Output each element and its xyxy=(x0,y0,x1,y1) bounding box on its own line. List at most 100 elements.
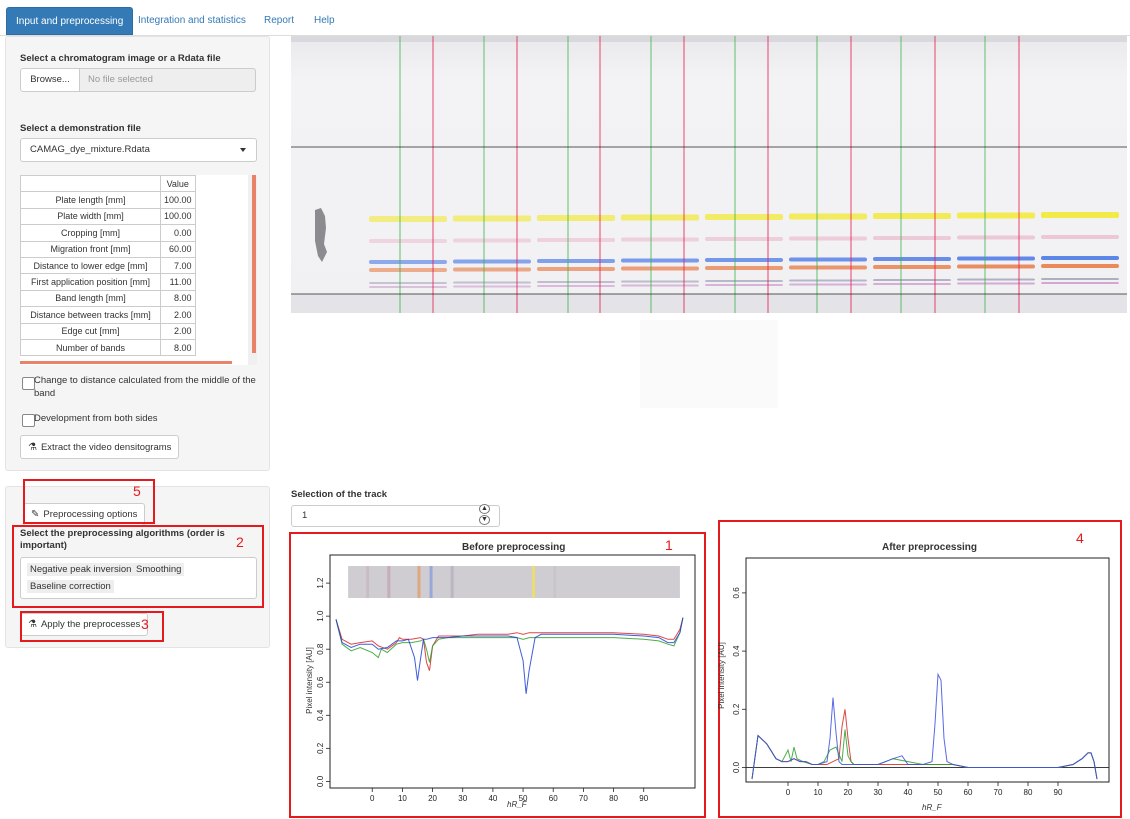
annotation-box-4 xyxy=(718,520,1122,818)
x-tick-label: 20 xyxy=(428,794,437,803)
x-tick-label: 40 xyxy=(488,794,497,803)
file-label: Select a chromatogram image or a Rdata f… xyxy=(20,53,221,64)
before-ylabel: Pixel intensity [AU] xyxy=(304,647,314,714)
table-row[interactable]: Edge cut [mm] 2.00 xyxy=(20,322,196,340)
x-tick-label: 70 xyxy=(579,794,588,803)
table-horizontal-scrollbar[interactable] xyxy=(20,361,232,364)
track-decrement-button[interactable]: ▼ xyxy=(479,515,490,525)
annotation-number-2: 2 xyxy=(236,534,244,550)
table-corner xyxy=(20,175,161,193)
param-name: Cropping [mm] xyxy=(20,224,161,242)
y-tick-label: 0.2 xyxy=(316,742,325,754)
table-row[interactable]: Distance between tracks [mm] 2.00 xyxy=(20,306,196,324)
param-value[interactable]: 2.00 xyxy=(160,306,196,324)
param-value[interactable]: 60.00 xyxy=(160,240,196,258)
x-tick-label: 60 xyxy=(549,794,558,803)
file-name-field[interactable]: No file selected xyxy=(79,68,256,92)
apply-preprocesses-button[interactable]: ⚗ Apply the preprocesses xyxy=(20,613,149,636)
before-preprocessing-chart: 0 10 20 30 40 50 60 70 80 90 0.0 0.2 0.4 0.6 0.8 1.0 1.2 xyxy=(316,554,696,803)
x-tick-label: 50 xyxy=(934,788,943,797)
annotation-number-4: 4 xyxy=(1076,530,1084,546)
track-strip xyxy=(348,566,680,598)
algorithm-chip[interactable]: Smoothing xyxy=(133,563,185,576)
track-number-input[interactable]: 1 xyxy=(291,505,500,527)
strip-band xyxy=(387,566,391,598)
param-name: First application position [mm] xyxy=(20,273,161,291)
browse-button[interactable]: Browse... xyxy=(20,68,80,92)
algorithm-chip[interactable]: Baseline correction xyxy=(27,580,114,593)
after-xlabel: hR_F xyxy=(922,803,942,812)
annotation-number-1: 1 xyxy=(665,537,673,553)
apply-button-label: Apply the preprocesses xyxy=(40,619,141,630)
y-tick-label: 0.4 xyxy=(316,709,325,721)
table-header-value: Value xyxy=(160,175,196,193)
param-value[interactable]: 100.00 xyxy=(160,191,196,209)
annotation-box-1 xyxy=(289,532,706,818)
param-value[interactable]: 8.00 xyxy=(160,289,196,308)
demo-file-select[interactable]: CAMAG_dye_mixture.Rdata xyxy=(20,138,257,162)
table-row[interactable]: First application position [mm] 11.00 xyxy=(20,273,196,291)
y-tick-label: 0.6 xyxy=(732,587,741,599)
input-panel: Select a chromatogram image or a Rdata f… xyxy=(5,36,270,471)
extract-densitograms-button[interactable]: ⚗ Extract the video densitograms xyxy=(20,435,180,459)
x-tick-label: 80 xyxy=(1024,788,1033,797)
parameter-table[interactable]: Value Plate length [mm] 100.00 Plate width… xyxy=(20,175,257,365)
x-tick-label: 10 xyxy=(398,794,407,803)
param-value[interactable]: 11.00 xyxy=(160,273,196,291)
y-tick-label: 0.0 xyxy=(316,775,325,787)
table-row[interactable]: Cropping [mm] 0.00 xyxy=(20,224,196,242)
x-tick-label: 30 xyxy=(458,794,467,803)
caret-down-icon xyxy=(240,148,246,152)
series-line xyxy=(335,617,684,663)
series-line xyxy=(335,617,684,671)
flask-icon: ⚗ xyxy=(28,619,37,630)
y-tick-label: 1.2 xyxy=(316,577,325,589)
algorithm-selector[interactable]: Negative peak inversion Smoothing Baseli… xyxy=(20,557,257,599)
param-name: Distance between tracks [mm] xyxy=(20,306,161,324)
y-tick-label: 0.4 xyxy=(732,645,741,657)
strip-band xyxy=(532,566,536,598)
param-value[interactable]: 100.00 xyxy=(160,207,196,226)
param-value[interactable]: 7.00 xyxy=(160,256,196,275)
annotation-box-3 xyxy=(20,611,164,642)
x-tick-label: 50 xyxy=(519,794,528,803)
x-tick-label: 90 xyxy=(639,794,648,803)
x-tick-label: 0 xyxy=(786,788,791,797)
strip-band xyxy=(553,566,557,598)
ghost-overlay xyxy=(640,320,778,408)
param-name: Plate length [mm] xyxy=(20,191,161,209)
table-row[interactable]: Distance to lower edge [mm] 7.00 xyxy=(20,256,196,275)
table-row[interactable]: Number of bands 8.00 xyxy=(20,338,196,357)
table-vertical-scrollbar[interactable] xyxy=(252,175,256,353)
param-value[interactable]: 8.00 xyxy=(160,338,196,357)
tab-report[interactable]: Report xyxy=(264,15,295,26)
strip-band xyxy=(450,566,454,598)
param-name: Migration front [mm] xyxy=(20,240,161,258)
track-increment-button[interactable]: ▲ xyxy=(479,504,490,514)
tab-input-preprocessing[interactable]: Input and preprocessing xyxy=(6,7,134,35)
annotation-number-5: 5 xyxy=(133,483,141,499)
param-value[interactable]: 0.00 xyxy=(160,224,196,242)
series-line xyxy=(751,672,1098,780)
tab-integration-statistics[interactable]: Integration and statistics xyxy=(138,15,246,26)
preprocess-panel: ✎ Preprocessing options Select the prepr… xyxy=(5,486,270,648)
table-row[interactable]: Plate length [mm] 100.00 xyxy=(20,191,196,209)
y-tick-label: 1.0 xyxy=(316,610,325,622)
param-name: Edge cut [mm] xyxy=(20,322,161,340)
tab-help[interactable]: Help xyxy=(314,15,335,26)
y-tick-label: 0.0 xyxy=(732,761,741,773)
after-ylabel: Pixel intensity [AU] xyxy=(716,642,726,709)
y-tick-label: 0.8 xyxy=(316,643,325,655)
algorithm-chip[interactable]: Negative peak inversion xyxy=(27,563,135,576)
table-row[interactable]: Migration front [mm] 60.00 xyxy=(20,240,196,258)
middle-band-checkbox[interactable] xyxy=(22,377,35,390)
plot-frame xyxy=(745,557,1110,783)
algo-label: Select the preprocessing algorithms (ord… xyxy=(20,528,225,551)
both-sides-checkbox[interactable] xyxy=(22,414,35,427)
param-name: Band length [mm] xyxy=(20,289,161,308)
param-value[interactable]: 2.00 xyxy=(160,322,196,340)
before-xlabel: hR_F xyxy=(507,800,527,809)
middle-band-checkbox-label: Change to distance calculated from the m… xyxy=(34,375,256,399)
table-row[interactable]: Plate width [mm] 100.00 xyxy=(20,207,196,226)
table-row[interactable]: Band length [mm] 8.00 xyxy=(20,289,196,308)
